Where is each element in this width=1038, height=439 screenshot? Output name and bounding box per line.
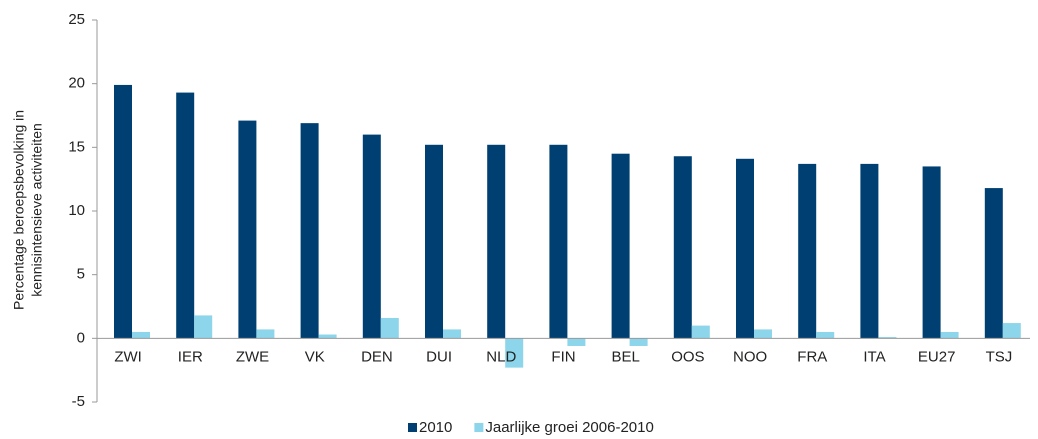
y-axis-label: Percentage beroepsbevolking in kennisint… [11,110,45,310]
x-tick-label: EU27 [918,348,956,365]
x-tick-label: NLD [486,348,516,365]
y-tick-label: 5 [77,266,85,283]
bar [300,123,319,339]
bar [754,329,772,339]
x-tick-label: ZWI [114,348,142,365]
bar [238,120,257,339]
bar [629,338,648,346]
y-tick-label: 25 [68,11,85,28]
bar [798,163,817,339]
bar [549,144,568,339]
bar [505,338,524,368]
bar [176,92,195,339]
bar [425,144,443,339]
x-tick-label: DEN [361,348,393,365]
x-tick-label: IER [178,348,203,365]
bar [611,153,630,339]
bar [362,134,381,339]
x-tick-label: BEL [612,348,640,365]
bar [443,329,461,339]
x-tick-label: VK [305,348,325,365]
x-tick-label: ZWE [236,348,269,365]
y-tick-label: 10 [68,202,85,219]
y-tick-label: 15 [68,138,85,155]
bar [132,331,150,339]
bar [487,144,506,339]
bar [922,166,941,339]
legend-swatch [408,423,417,432]
bar [318,334,337,339]
y-axis-label-line: Percentage beroepsbevolking in [11,110,27,310]
y-axis-label-line: kennisintensieve activiteiten [29,123,45,297]
bar [114,84,132,339]
legend-label: 2010 [419,419,452,436]
bar [878,337,897,339]
bar [1002,323,1021,339]
x-tick-label: OOS [671,348,704,365]
bar [673,156,692,339]
bar [380,317,399,339]
bar [194,315,213,339]
x-tick-label: FRA [797,348,827,365]
x-tick-label: TSJ [986,348,1013,365]
legend-label: Jaarlijke groei 2006-2010 [485,419,653,436]
bar [567,338,586,346]
x-tick-label: NOO [733,348,767,365]
bar [256,329,275,339]
bar [940,331,959,339]
bar [691,325,710,339]
x-tick-label: FIN [551,348,575,365]
legend-swatch [474,423,484,432]
bar [736,158,754,339]
bar [984,188,1003,339]
bar [816,331,835,339]
x-tick-label: ITA [863,348,885,365]
y-tick-label: 20 [68,75,85,92]
bar [860,163,879,339]
y-tick-label: 0 [77,329,85,346]
x-tick-label: DUI [426,348,452,365]
y-tick-label: -5 [72,393,85,410]
